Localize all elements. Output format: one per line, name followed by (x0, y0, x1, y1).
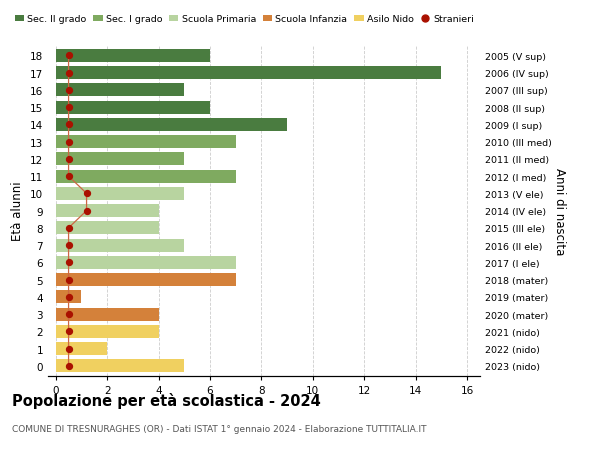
Bar (56, 170, 236, 183)
Text: Popolazione per età scolastica - 2024: Popolazione per età scolastica - 2024 (12, 392, 321, 409)
Y-axis label: Anni di nascita: Anni di nascita (553, 168, 566, 255)
Legend: Sec. II grado, Sec. I grado, Scuola Primaria, Scuola Infanzia, Asilo Nido, Stran: Sec. II grado, Sec. I grado, Scuola Prim… (11, 11, 478, 28)
Point (64, 121, 73, 129)
Point (64, 70, 73, 77)
Bar (56, 308, 158, 321)
Bar (56, 342, 107, 355)
Bar (56, 239, 184, 252)
Point (64, 345, 73, 353)
Bar (56, 325, 158, 338)
Point (64, 259, 73, 266)
Point (64, 328, 73, 335)
Bar (56, 359, 184, 373)
Bar (56, 84, 184, 97)
Bar (56, 256, 236, 269)
Bar (56, 67, 442, 80)
Point (64, 156, 73, 163)
Bar (56, 222, 158, 235)
Point (64, 242, 73, 249)
Bar (56, 187, 184, 201)
Point (64, 225, 73, 232)
Point (64, 87, 73, 95)
Point (64, 363, 73, 370)
Bar (56, 274, 236, 286)
Y-axis label: Età alunni: Età alunni (11, 181, 25, 241)
Bar (56, 101, 210, 114)
Bar (56, 291, 82, 304)
Point (64, 139, 73, 146)
Bar (56, 118, 287, 132)
Point (64, 276, 73, 284)
Bar (56, 50, 210, 63)
Point (82, 190, 91, 197)
Bar (56, 136, 236, 149)
Text: COMUNE DI TRESNURAGHES (OR) - Dati ISTAT 1° gennaio 2024 - Elaborazione TUTTITAL: COMUNE DI TRESNURAGHES (OR) - Dati ISTAT… (12, 425, 427, 434)
Point (64, 52, 73, 60)
Bar (56, 153, 184, 166)
Bar (56, 205, 158, 218)
Point (64, 173, 73, 180)
Point (64, 104, 73, 112)
Point (82, 207, 91, 215)
Point (64, 311, 73, 318)
Point (64, 294, 73, 301)
